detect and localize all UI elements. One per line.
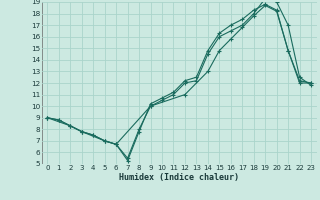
X-axis label: Humidex (Indice chaleur): Humidex (Indice chaleur) xyxy=(119,173,239,182)
